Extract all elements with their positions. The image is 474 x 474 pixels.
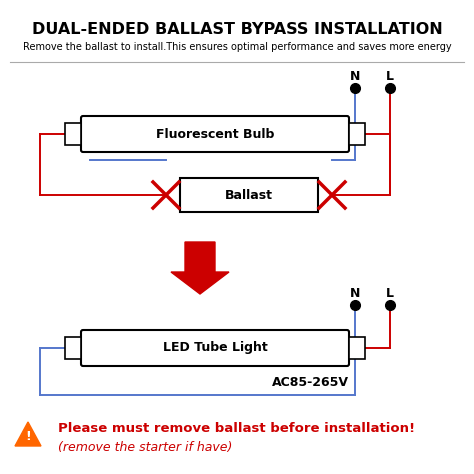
Text: L: L bbox=[386, 70, 394, 83]
Text: DUAL-ENDED BALLAST BYPASS INSTALLATION: DUAL-ENDED BALLAST BYPASS INSTALLATION bbox=[32, 22, 442, 37]
FancyBboxPatch shape bbox=[349, 337, 365, 359]
Text: Ballast: Ballast bbox=[225, 189, 273, 201]
FancyBboxPatch shape bbox=[65, 123, 81, 145]
Text: (remove the starter if have): (remove the starter if have) bbox=[58, 441, 232, 455]
FancyBboxPatch shape bbox=[180, 178, 318, 212]
Text: LED Tube Light: LED Tube Light bbox=[163, 341, 267, 355]
Text: Remove the ballast to install.This ensures optimal performance and saves more en: Remove the ballast to install.This ensur… bbox=[23, 42, 451, 52]
Polygon shape bbox=[171, 242, 229, 294]
Text: L: L bbox=[386, 287, 394, 300]
Text: Please must remove ballast before installation!: Please must remove ballast before instal… bbox=[58, 421, 415, 435]
FancyBboxPatch shape bbox=[81, 116, 349, 152]
Text: N: N bbox=[350, 287, 360, 300]
FancyBboxPatch shape bbox=[81, 330, 349, 366]
Polygon shape bbox=[15, 422, 41, 446]
Text: AC85-265V: AC85-265V bbox=[272, 375, 348, 389]
FancyBboxPatch shape bbox=[65, 337, 81, 359]
Text: !: ! bbox=[25, 430, 31, 443]
FancyBboxPatch shape bbox=[349, 123, 365, 145]
Text: N: N bbox=[350, 70, 360, 83]
Text: Fluorescent Bulb: Fluorescent Bulb bbox=[156, 128, 274, 140]
